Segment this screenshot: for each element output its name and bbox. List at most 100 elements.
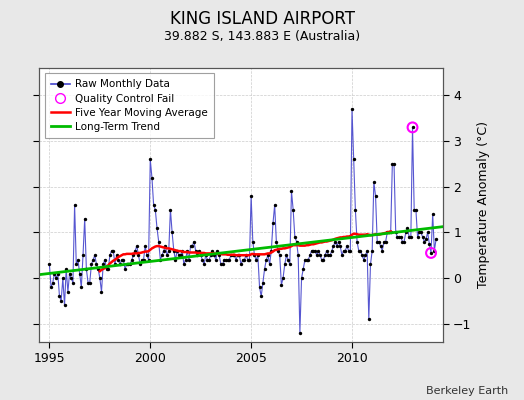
Point [210,252,219,258]
Point [408,124,417,130]
Point [255,284,264,290]
Point [387,229,395,236]
Point [398,238,407,245]
Point [329,243,337,249]
Point [223,257,232,263]
Point [419,234,427,240]
Point [286,261,294,268]
Point [240,257,248,263]
Point [292,238,301,245]
Point [156,257,165,263]
Point [117,257,126,263]
Point [64,288,72,295]
Point [318,257,326,263]
Point [202,252,210,258]
Point [92,261,101,268]
Point [188,243,196,249]
Point [166,206,174,213]
Point [302,257,311,263]
Point [355,248,363,254]
Point [274,248,282,254]
Point [79,252,87,258]
Point [415,229,423,236]
Point [375,238,383,245]
Point [74,257,82,263]
Point [410,206,418,213]
Point [67,275,75,281]
Point [47,284,55,290]
Point [397,234,405,240]
Point [222,257,230,263]
Point [170,248,178,254]
Point [338,252,346,258]
Point [427,250,435,256]
Point [89,257,97,263]
Point [368,248,376,254]
Point [257,293,266,300]
Point [250,252,259,258]
Point [196,252,205,258]
Point [85,280,94,286]
Point [294,252,302,258]
Y-axis label: Temperature Anomaly (°C): Temperature Anomaly (°C) [477,122,490,288]
Point [296,330,304,336]
Point [60,302,69,309]
Point [195,248,203,254]
Point [390,161,398,167]
Point [413,234,422,240]
Point [143,252,151,258]
Point [62,266,70,272]
Point [129,252,138,258]
Point [109,248,117,254]
Point [141,243,149,249]
Point [133,243,141,249]
Point [279,275,287,281]
Point [380,238,388,245]
Point [350,156,358,162]
Point [323,248,331,254]
Point [391,229,400,236]
Point [149,202,158,208]
Text: 39.882 S, 143.883 E (Australia): 39.882 S, 143.883 E (Australia) [164,30,360,43]
Point [168,229,176,236]
Point [107,248,116,254]
Point [159,248,168,254]
Point [277,282,286,288]
Point [145,257,153,263]
Point [331,238,340,245]
Point [81,216,89,222]
Point [316,252,324,258]
Point [205,257,213,263]
Point [400,238,408,245]
Point [59,275,67,281]
Point [127,257,136,263]
Point [155,238,163,245]
Point [138,257,146,263]
Point [248,238,257,245]
Point [225,257,234,263]
Point [432,236,440,242]
Point [333,243,341,249]
Point [378,248,387,254]
Point [269,220,277,226]
Point [266,261,274,268]
Point [242,252,250,258]
Point [299,266,308,272]
Point [200,261,208,268]
Point [219,261,227,268]
Point [388,161,397,167]
Point [193,252,202,258]
Point [270,202,279,208]
Point [124,261,133,268]
Point [106,252,114,258]
Point [423,229,432,236]
Point [52,275,60,281]
Point [422,236,430,242]
Point [217,261,225,268]
Point [287,188,296,194]
Point [75,270,84,277]
Point [190,238,198,245]
Point [363,248,372,254]
Point [66,270,74,277]
Point [321,252,329,258]
